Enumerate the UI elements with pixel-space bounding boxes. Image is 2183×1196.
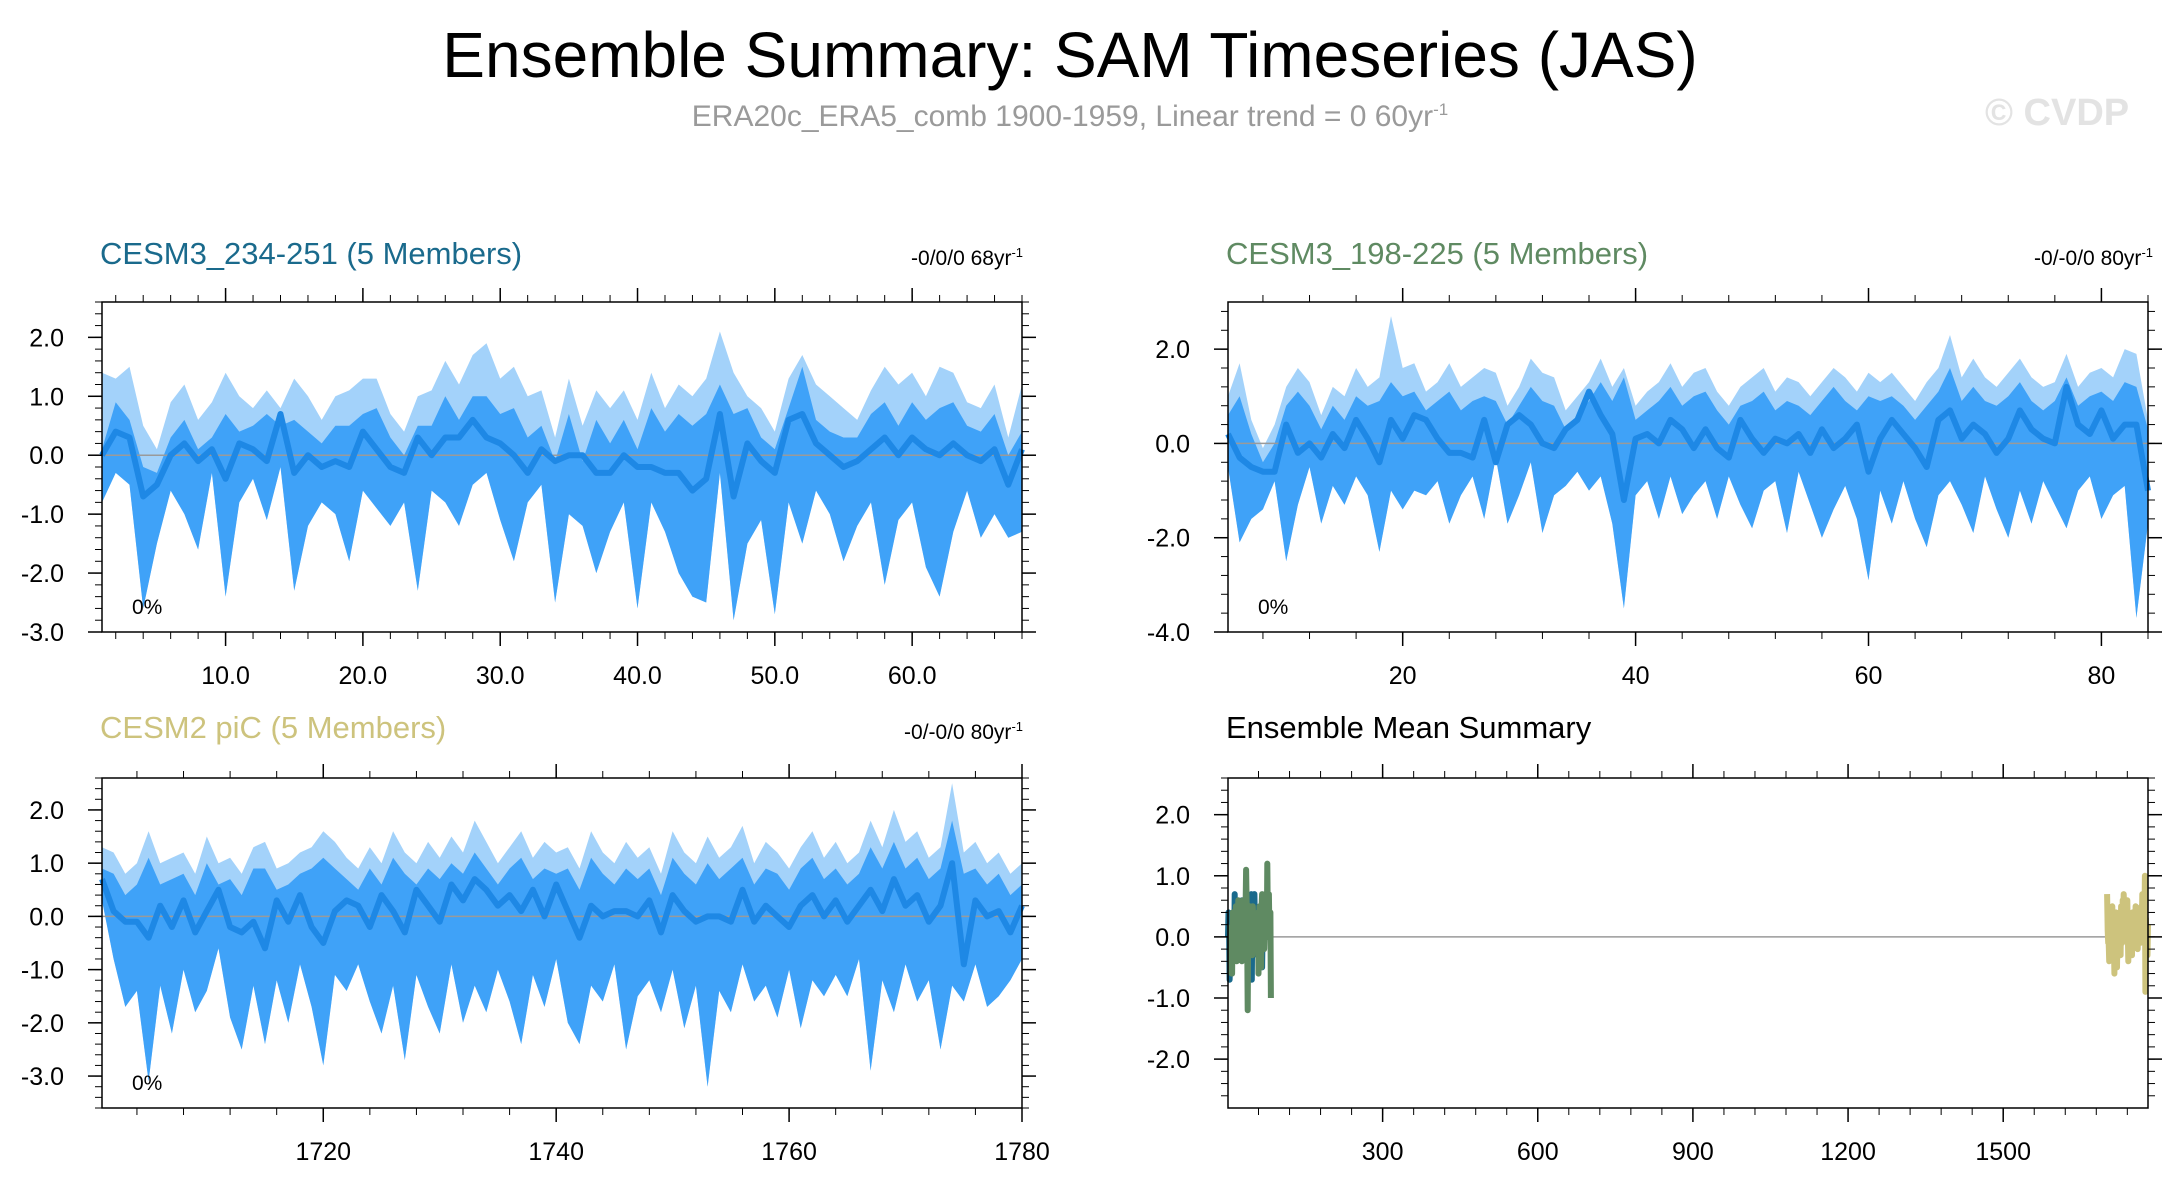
series-inner-band <box>102 366 1022 621</box>
y-tick-label: 0.0 <box>1155 430 1190 458</box>
y-tick-label: 1.0 <box>29 850 64 878</box>
subtitle-superscript: -1 <box>1433 100 1449 119</box>
plot-frame <box>101 777 1023 1109</box>
y-tick-label: -3.0 <box>21 1063 64 1091</box>
series-ensemble-mean <box>99 860 1025 968</box>
trend-sup: -1 <box>1011 245 1023 260</box>
subtitle-text: ERA20c_ERA5_comb 1900-1959, Linear trend… <box>691 100 1434 133</box>
series-line-cesm2-pic <box>2104 872 2151 995</box>
x-tick-label: 600 <box>1517 1138 1559 1166</box>
x-tick-label: 20.0 <box>339 662 388 690</box>
y-tick-label: -1.0 <box>21 957 64 985</box>
y-tick-label: -2.0 <box>1147 1046 1190 1074</box>
y-tick-label: -2.0 <box>21 560 64 588</box>
series-line-cesm3-198-225 <box>1227 860 1274 1014</box>
subtitle: ERA20c_ERA5_comb 1900-1959, Linear trend… <box>0 100 2140 134</box>
panel-trend-cesm2-pic: -0/-0/0 80yr-1 <box>820 719 1023 745</box>
y-tick-label: -3.0 <box>21 619 64 647</box>
y-tick-label: 2.0 <box>1155 336 1190 364</box>
y-tick-label: -4.0 <box>1147 619 1190 647</box>
series-ensemble-mean <box>1225 383 2151 503</box>
y-tick-label: -1.0 <box>21 501 64 529</box>
y-tick-label: 2.0 <box>29 324 64 352</box>
panel-trend-cesm3-234: -0/0/0 68yr-1 <box>820 245 1023 271</box>
plot-frame <box>1227 777 2149 1109</box>
x-tick-label: 60.0 <box>888 662 937 690</box>
x-tick-label: 1500 <box>1975 1138 2031 1166</box>
x-tick-label: 30.0 <box>476 662 525 690</box>
y-tick-label: -1.0 <box>1147 985 1190 1013</box>
trend-sup: -1 <box>1011 719 1023 734</box>
percent-label: 0% <box>132 596 162 619</box>
chart-p3: 0% 1720 1740 1760 1780 -3.0 -2.0 -1.0 0.0 1.0 2.0 <box>21 764 1050 1166</box>
series-ensemble-mean <box>99 411 1025 500</box>
trend-text: -0/0/0 68yr <box>911 247 1012 270</box>
x-tick-label: 1200 <box>1820 1138 1876 1166</box>
main-title: Ensemble Summary: SAM Timeseries (JAS) <box>442 19 1698 91</box>
x-tick-label: 300 <box>1362 1138 1404 1166</box>
x-tick-label: 10.0 <box>201 662 250 690</box>
series-inner-band <box>1228 368 2148 618</box>
series-inner-band <box>102 820 1022 1087</box>
panel-trend-cesm3-198: -0/-0/0 80yr-1 <box>1940 245 2153 271</box>
percent-label: 0% <box>1258 596 1288 619</box>
y-tick-label: 1.0 <box>1155 863 1190 891</box>
percent-label: 0% <box>132 1072 162 1095</box>
panel-title-cesm2-pic: CESM2 piC (5 Members) <box>100 710 447 745</box>
x-tick-label: 40 <box>1622 662 1650 690</box>
y-tick-label: -2.0 <box>21 1010 64 1038</box>
x-tick-label: 1780 <box>994 1138 1050 1166</box>
x-tick-label: 40.0 <box>613 662 662 690</box>
x-tick-label: 900 <box>1672 1138 1714 1166</box>
x-tick-label: 20 <box>1389 662 1417 690</box>
x-tick-label: 1740 <box>528 1138 584 1166</box>
y-tick-label: 0.0 <box>29 903 64 931</box>
panel-title-cesm3-234: CESM3_234-251 (5 Members) <box>100 236 523 271</box>
y-tick-label: 1.0 <box>29 383 64 411</box>
chart-p4: 300 600 900 1200 1500 -2.0 -1.0 0.0 1.0 2.0 <box>1147 764 2162 1166</box>
trend-text: -0/-0/0 80yr <box>904 721 1012 744</box>
x-tick-label: 80 <box>2088 662 2116 690</box>
y-tick-label: -2.0 <box>1147 525 1190 553</box>
panel-title-ensemble-mean: Ensemble Mean Summary <box>1226 710 1592 745</box>
trend-sup: -1 <box>2141 245 2153 260</box>
x-tick-label: 1760 <box>761 1138 817 1166</box>
y-tick-label: 0.0 <box>29 442 64 470</box>
x-tick-label: 1720 <box>295 1138 351 1166</box>
y-tick-label: 2.0 <box>29 797 64 825</box>
x-tick-label: 50.0 <box>750 662 799 690</box>
x-tick-label: 60 <box>1855 662 1883 690</box>
y-tick-label: 2.0 <box>1155 802 1190 830</box>
chart-p1: 0% 10.0 20.0 30.0 40.0 50.0 60.0 -3.0 -2.0 -1.0 0.… <box>21 288 1036 690</box>
y-tick-label: 0.0 <box>1155 924 1190 952</box>
plot-frame <box>1227 301 2149 633</box>
cvdp-watermark: © CVDP <box>1985 92 2130 134</box>
panel-title-cesm3-198: CESM3_198-225 (5 Members) <box>1226 236 1649 271</box>
chart-p2: 0% 20 40 60 80 -4.0 -2.0 0.0 2.0 <box>1147 288 2162 690</box>
trend-text: -0/-0/0 80yr <box>2034 247 2142 270</box>
